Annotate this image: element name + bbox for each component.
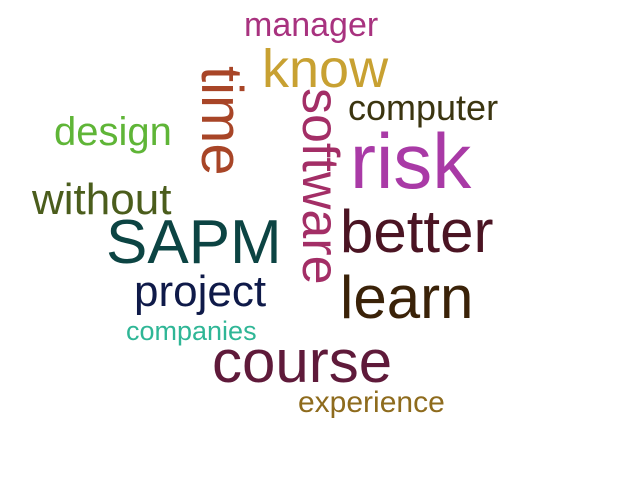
word-manager: manager — [244, 6, 379, 44]
word-software: software — [291, 88, 349, 285]
word-without: without — [32, 175, 172, 224]
word-experience: experience — [298, 386, 445, 419]
word-risk: risk — [350, 117, 472, 205]
word-sapm: SAPM — [106, 208, 282, 277]
word-project: project — [134, 267, 267, 316]
word-better: better — [340, 198, 494, 265]
word-learn: learn — [340, 264, 474, 331]
word-know: know — [262, 39, 389, 99]
word-companies: companies — [126, 316, 257, 346]
word-time: time — [189, 66, 254, 176]
word-design: design — [54, 110, 172, 154]
word-course: course — [212, 328, 393, 395]
word-computer: computer — [348, 87, 499, 128]
